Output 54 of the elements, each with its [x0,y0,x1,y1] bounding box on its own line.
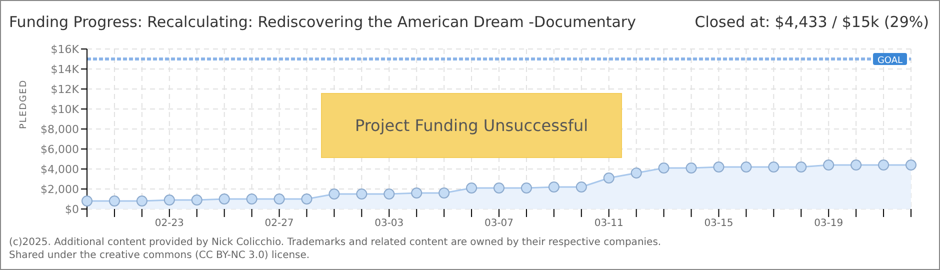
y-tick-label: $12K [50,82,80,96]
point [164,194,175,206]
y-axis-title: PLEDGED [19,79,30,129]
x-tick-label: 03-07 [484,218,514,230]
point [494,182,504,194]
chart-title: Funding Progress: Recalculating: Rediscovering the American Dream -Documentary [9,13,636,31]
point [328,188,340,200]
point [768,162,780,172]
point [246,194,258,204]
y-tick-label: $8,000 [40,122,79,136]
text: (c)2025. Additional content provided by Nick Colicchio. Trademarks and related content are owned by their respective companies. [9,237,662,248]
y-tick-label: $6,000 [40,142,79,156]
point [438,188,450,198]
x-tick-label: 02-27 [264,218,294,230]
point [740,162,752,172]
banner: Project Funding Unsuccessful [321,93,622,158]
y-tick-label: $10K [50,102,80,116]
point [466,182,478,194]
point [520,182,532,194]
point [576,182,587,192]
point [603,172,614,184]
point [796,162,807,172]
point [136,196,148,206]
x-tick-label: 03-11 [594,218,624,230]
point [630,168,642,178]
point [274,194,285,204]
y-tick-label: $16K [50,42,80,56]
text: Shared under the creative commons (CC BY-NC 3.0) license. [9,250,310,261]
point [823,160,834,170]
y-tick-label: $4,000 [40,162,79,176]
x-tick-label: 02-23 [154,218,184,230]
point [301,194,312,204]
x-tick-label: 03-19 [814,218,844,230]
point [878,160,890,170]
y-tick-label: $14K [50,62,80,76]
point [906,160,916,170]
point [658,162,670,174]
point [686,162,697,174]
point [713,162,724,172]
point [384,188,395,200]
point [218,194,230,204]
y-tick-label: $2,000 [40,182,79,196]
point [108,196,120,206]
x-tick-label: 03-03 [374,218,404,230]
ref-line-label: GOAL [877,56,903,66]
point [191,194,202,206]
y-tick-label: $0 [65,202,79,216]
point [850,160,862,170]
point [411,188,422,198]
point [548,182,560,192]
point [356,188,368,200]
point [82,196,92,206]
chart-subtitle: Closed at: $4,433 / $15k (29%) [694,13,929,31]
x-tick-label: 03-15 [704,218,734,230]
